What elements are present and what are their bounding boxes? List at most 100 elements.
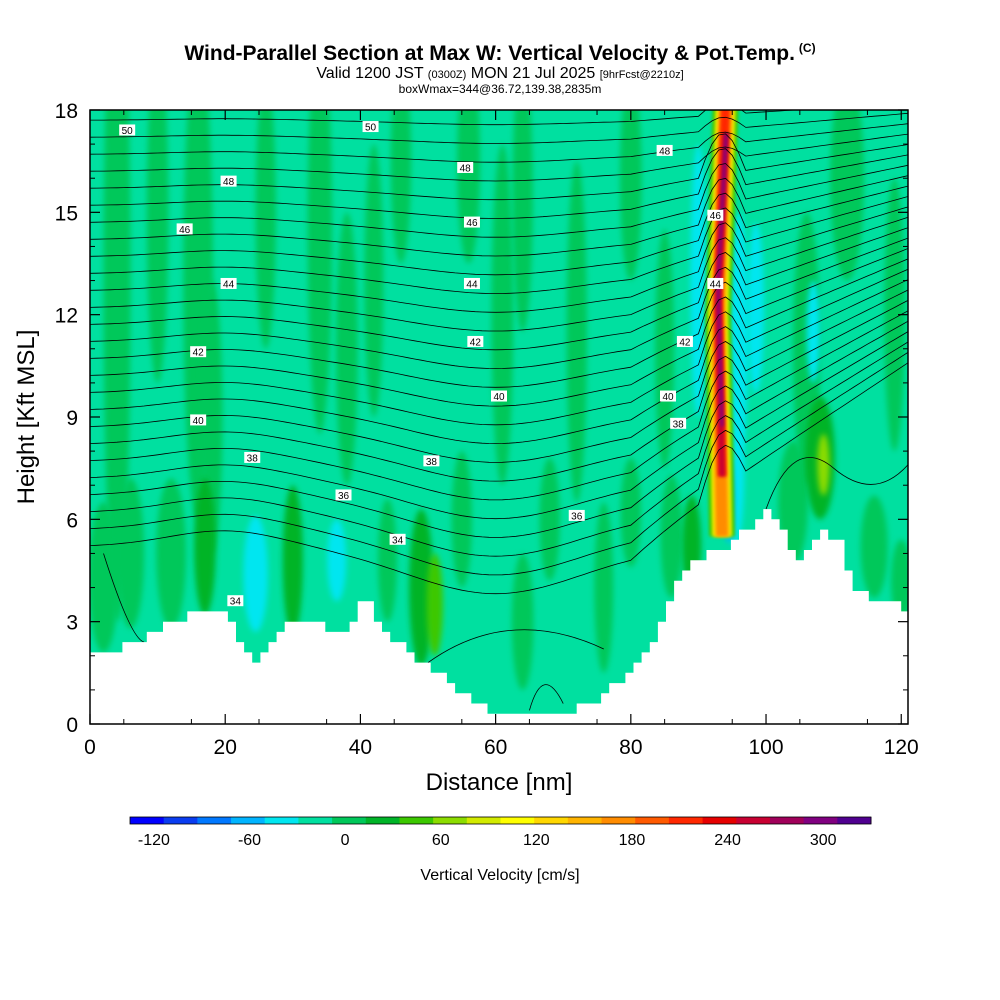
theta-label-box bbox=[423, 455, 440, 467]
theta-label-box bbox=[491, 390, 507, 402]
theta-contour-line bbox=[90, 237, 908, 370]
velocity-patch bbox=[194, 478, 216, 615]
theta-contour-line bbox=[765, 457, 908, 510]
theta-label-text: 40 bbox=[493, 392, 505, 403]
theta-label: 44 bbox=[220, 277, 237, 290]
colorbar-tick-label: 300 bbox=[810, 832, 837, 849]
theta-label: 48 bbox=[220, 175, 237, 188]
theta-label-text: 36 bbox=[338, 491, 350, 502]
theta-label-box bbox=[707, 277, 724, 289]
valid-time-line: Valid 1200 JST (0300Z) MON 21 Jul 2025 [… bbox=[0, 66, 1000, 83]
velocity-patch bbox=[660, 474, 683, 598]
theta-label: 34 bbox=[227, 595, 244, 608]
theta-label-text: 46 bbox=[710, 211, 722, 222]
velocity-patch bbox=[146, 110, 169, 383]
velocity-patch bbox=[243, 515, 268, 632]
theta-contour-line bbox=[90, 331, 908, 538]
velocity-patch bbox=[451, 451, 472, 588]
velocity-patch bbox=[117, 478, 145, 629]
theta-label-text: 42 bbox=[193, 348, 205, 359]
colorbar-swatch bbox=[769, 817, 805, 824]
theta-label-text: 38 bbox=[426, 457, 438, 468]
theta-label-text: 44 bbox=[466, 279, 478, 290]
theta-label-box bbox=[467, 335, 484, 347]
colorbar-tick-label: 180 bbox=[619, 832, 646, 849]
velocity-patch bbox=[539, 457, 560, 581]
theta-label-text: 42 bbox=[679, 337, 691, 348]
velocity-patch bbox=[511, 553, 534, 690]
velocity-patch bbox=[512, 110, 533, 332]
theta-contour-line bbox=[90, 175, 908, 257]
colorbar-swatch bbox=[837, 817, 872, 824]
theta-contour-line bbox=[90, 110, 802, 126]
colorbar-swatch bbox=[500, 817, 535, 824]
theta-label-box bbox=[244, 451, 261, 463]
theta-label: 48 bbox=[457, 161, 474, 174]
velocity-patch bbox=[655, 229, 675, 469]
theta-label: 40 bbox=[491, 390, 507, 403]
theta-contour-line bbox=[90, 341, 908, 557]
theta-label: 46 bbox=[176, 223, 193, 236]
theta-label-text: 44 bbox=[223, 279, 235, 290]
theta-label-box bbox=[220, 175, 237, 187]
x-tick-label: 120 bbox=[884, 736, 919, 759]
velocity-patch bbox=[377, 498, 397, 622]
colorbar-swatch bbox=[635, 817, 670, 824]
y-tick-label: 18 bbox=[55, 100, 78, 123]
theta-contour-line bbox=[90, 148, 908, 219]
theta-label: 46 bbox=[707, 209, 724, 222]
velocity-patch bbox=[156, 478, 186, 629]
theta-label: 40 bbox=[660, 390, 677, 403]
x-axis-title: Distance [nm] bbox=[426, 769, 573, 796]
theta-label-text: 50 bbox=[365, 123, 377, 134]
x-axis-title-group: Distance [nm] bbox=[426, 769, 573, 796]
theta-label-box bbox=[362, 121, 379, 133]
y-tick-label: 0 bbox=[66, 714, 78, 737]
theta-label-box bbox=[568, 509, 585, 521]
theta-contour-line bbox=[90, 352, 908, 576]
theta-label: 34 bbox=[389, 533, 406, 546]
x-tick-label: 100 bbox=[749, 736, 784, 759]
theta-label-text: 36 bbox=[571, 511, 583, 522]
velocity-patch bbox=[327, 519, 347, 602]
velocity-patch bbox=[620, 457, 641, 568]
theta-contour-line bbox=[90, 216, 908, 332]
x-tick-label: 20 bbox=[214, 736, 237, 759]
theta-label: 42 bbox=[467, 335, 484, 348]
chart-title-text: Wind-Parallel Section at Max W: Vertical… bbox=[184, 42, 795, 65]
colorbar-tick-label: 60 bbox=[432, 832, 450, 849]
forecast-info: [9hrFcst@2210z] bbox=[599, 69, 684, 81]
theta-label-box bbox=[660, 390, 677, 402]
theta-label: 38 bbox=[244, 451, 261, 464]
theta-contour-line bbox=[90, 362, 908, 595]
theta-label-text: 48 bbox=[223, 177, 235, 188]
theta-label-text: 34 bbox=[392, 535, 404, 546]
theta-contour-line bbox=[90, 310, 908, 501]
colorbar: -120 -60 0 60 120 180 240 300 bbox=[129, 816, 872, 849]
velocity-patch bbox=[426, 553, 443, 656]
colorbar-swatch bbox=[534, 817, 569, 824]
theta-label-box bbox=[656, 144, 673, 156]
theta-label-text: 40 bbox=[662, 392, 674, 403]
theta-label-box bbox=[176, 223, 193, 235]
colorbar-tick-label: 0 bbox=[341, 832, 350, 849]
colorbar-title: Vertical Velocity [cm/s] bbox=[420, 867, 579, 884]
theta-label-text: 38 bbox=[673, 419, 685, 430]
x-tick-label: 40 bbox=[349, 736, 372, 759]
x-tick-label: 80 bbox=[619, 736, 642, 759]
theta-label-box bbox=[463, 216, 480, 228]
theta-contour-line bbox=[529, 684, 564, 711]
theta-contour-line bbox=[90, 112, 908, 144]
colorbar-swatch bbox=[433, 817, 468, 824]
colorbar-tick-label: -60 bbox=[238, 832, 261, 849]
theta-label: 38 bbox=[423, 455, 440, 468]
theta-contour-line bbox=[90, 248, 908, 388]
theta-label: 42 bbox=[190, 346, 207, 359]
theta-label-box bbox=[457, 161, 474, 173]
colorbar-swatch bbox=[298, 817, 333, 824]
colorbar-tick-label: 120 bbox=[523, 832, 550, 849]
velocity-patch bbox=[491, 144, 514, 486]
theta-label-box bbox=[463, 277, 480, 289]
velocity-patch bbox=[307, 110, 333, 434]
